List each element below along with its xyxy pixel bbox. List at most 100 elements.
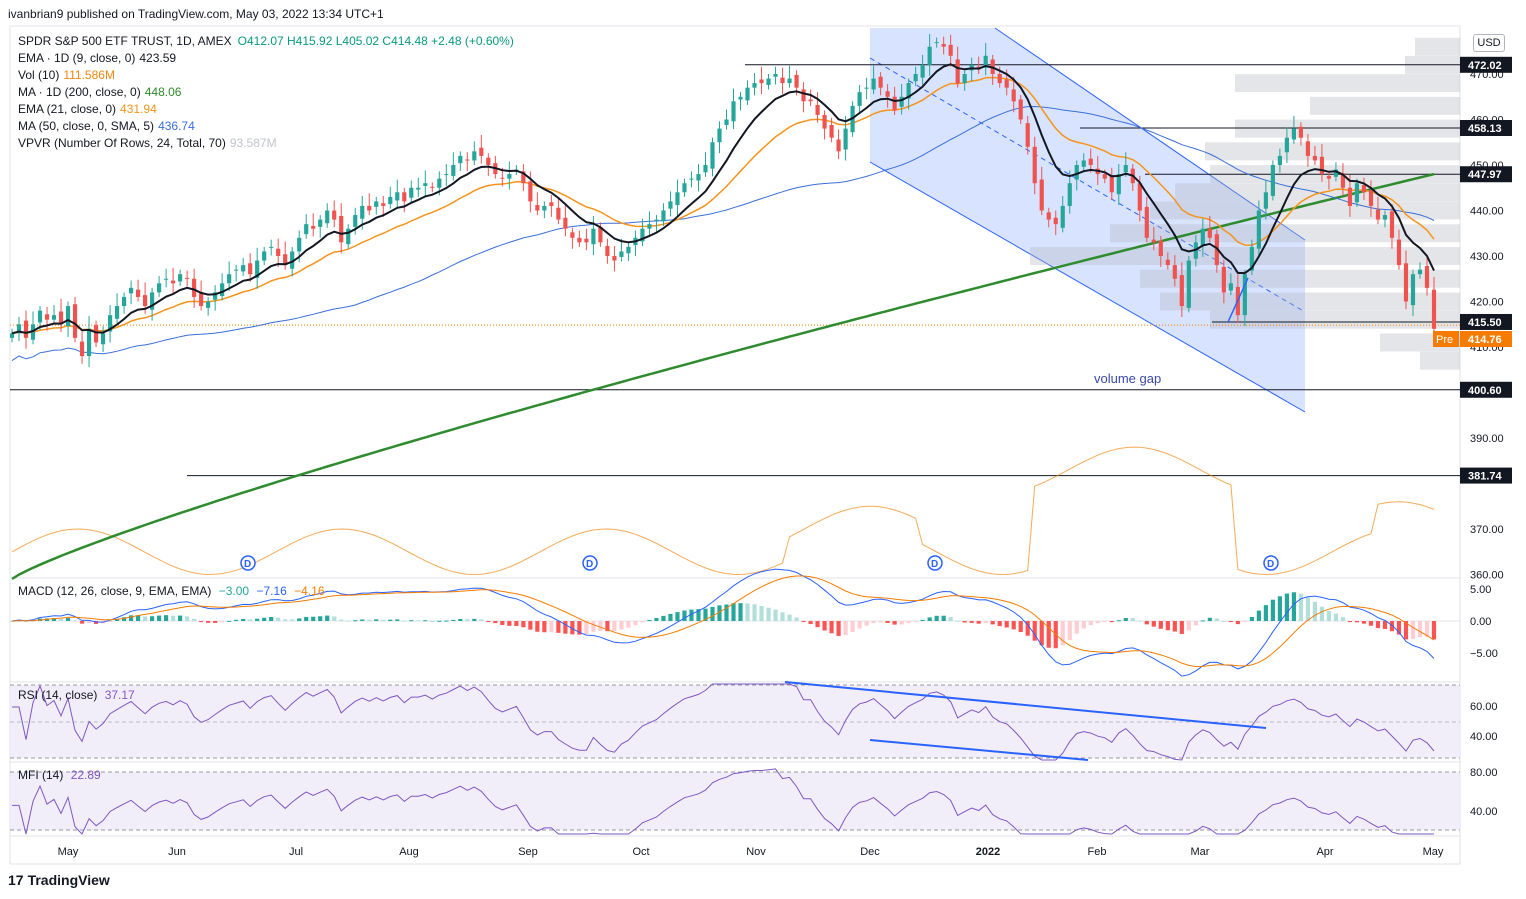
- currency-button[interactable]: USD: [1473, 34, 1505, 52]
- macd-hist-bar: [1046, 621, 1051, 648]
- candle-body: [745, 87, 750, 101]
- macd-hist-bar: [1011, 621, 1016, 630]
- vpvr-legend-label: VPVR (Number Of Rows, 24, Total, 70): [18, 136, 226, 150]
- candle-body: [1319, 156, 1325, 175]
- candle-body: [1039, 179, 1044, 211]
- candle-body: [1326, 175, 1332, 179]
- volume-gap-annotation: volume gap: [1094, 371, 1161, 386]
- tradingview-logo[interactable]: 17 TradingView: [8, 872, 110, 888]
- vpvr-row: [1210, 310, 1460, 329]
- indicator-tick-label: 40.00: [1470, 731, 1498, 743]
- tradingview-logo-icon: 17: [8, 872, 24, 888]
- ema9-legend-label: EMA · 1D (9, close, 0): [18, 51, 136, 65]
- candle-body: [1277, 155, 1282, 165]
- candle-body: [1431, 289, 1437, 329]
- vol-legend[interactable]: Vol (10) 111.586M: [18, 67, 514, 84]
- vpvr-legend[interactable]: VPVR (Number Of Rows, 24, Total, 70) 93.5…: [18, 135, 514, 152]
- candle-body: [906, 83, 911, 99]
- time-axis[interactable]: May Jun Jul Aug Sep Oct Nov Dec 2022 Feb Mar Apr May: [58, 846, 1444, 858]
- main-legend: SPDR S&P 500 ETF TRUST, 1D, AMEX O412.07 …: [18, 33, 514, 152]
- macd-hist-bar: [1109, 621, 1114, 623]
- macd-hist-bar: [269, 616, 274, 621]
- macd-hist-bar: [962, 621, 967, 623]
- macd-hist-bar: [878, 621, 883, 623]
- symbol-line[interactable]: SPDR S&P 500 ETF TRUST, 1D, AMEX O412.07 …: [18, 33, 514, 50]
- macd-hist-bar: [1235, 621, 1240, 625]
- candle-body: [1396, 239, 1402, 266]
- candle-body: [1361, 185, 1367, 193]
- macd-hist-bar: [171, 615, 176, 621]
- candle-body: [325, 210, 330, 224]
- ma200-legend-value: 448.06: [144, 85, 182, 99]
- vol-legend-value: 111.586M: [63, 68, 115, 82]
- candle-body: [955, 59, 960, 84]
- candle-body: [1165, 259, 1170, 266]
- candle-body: [801, 89, 806, 102]
- macd-hist-bar: [178, 615, 183, 621]
- candle-body: [1074, 165, 1079, 180]
- candle-body: [374, 201, 379, 207]
- mfi-legend[interactable]: MFI (14) 22.89: [18, 767, 101, 784]
- dividend-marker: [927, 555, 943, 571]
- candle-body: [696, 174, 701, 181]
- macd-hist-bar: [395, 619, 400, 621]
- candle-body: [1291, 128, 1296, 140]
- macd-hist-bar: [857, 621, 862, 629]
- ema9-legend[interactable]: EMA · 1D (9, close, 0) 423.59: [18, 50, 514, 67]
- macd-hist-bar: [661, 615, 666, 621]
- macd-hist-bar: [997, 621, 1002, 627]
- vpvr-row: [1110, 224, 1460, 243]
- candle-body: [465, 159, 470, 161]
- vpvr-row: [1150, 201, 1460, 220]
- ma50-legend[interactable]: MA (50, close, 0, SMA, 5) 436.74: [18, 118, 514, 135]
- candle-body: [941, 43, 946, 47]
- candle-body: [192, 278, 197, 297]
- macd-hist-bar: [647, 619, 652, 621]
- macd-hist-bar: [381, 619, 386, 621]
- rsi-legend[interactable]: RSI (14, close) 37.17: [18, 687, 135, 704]
- macd-hist-bar: [135, 615, 141, 621]
- macd-hist-bar: [213, 621, 218, 623]
- macd-hist-bar: [598, 621, 603, 631]
- candle-body: [570, 232, 575, 238]
- macd-hist-bar: [1172, 621, 1177, 632]
- candle-body: [458, 155, 463, 164]
- pre-badge: [1433, 331, 1459, 347]
- macd-hist-bar: [402, 620, 407, 622]
- price-tick-label: 390.00: [1470, 433, 1504, 445]
- ma200-legend[interactable]: MA · 1D (200, close, 0) 448.06: [18, 84, 514, 101]
- macd-hist-bar: [465, 619, 470, 621]
- macd-hist-bar: [157, 615, 162, 621]
- candle-body: [626, 246, 631, 254]
- macd-hist-bar: [969, 621, 974, 623]
- candle-body: [1081, 160, 1086, 167]
- macd-hist-bar: [206, 621, 211, 623]
- macd-hist-bar: [262, 617, 267, 621]
- candle-body: [871, 78, 876, 90]
- macd-hist-bar: [633, 621, 638, 626]
- candle-body: [1046, 212, 1051, 220]
- candle-body: [780, 77, 785, 84]
- macd-hist-bar: [1039, 621, 1044, 646]
- macd-hist-bar: [185, 616, 190, 621]
- candle-body: [717, 128, 722, 143]
- candle-body: [948, 44, 953, 56]
- indicator-axes: 5.00 0.00 −5.00 60.00 40.00 80.00 40.00: [1470, 584, 1498, 818]
- macd-hist-bar: [276, 617, 281, 621]
- candle-body: [1284, 137, 1289, 153]
- macd-hist-bar: [1144, 621, 1149, 625]
- macd-hist-bar: [58, 618, 64, 621]
- rsi-legend-value: 37.17: [104, 688, 135, 702]
- candle-body: [1270, 165, 1275, 196]
- ohlc-values: O412.07 H415.92 L405.02 C414.48 +2.48 (+…: [237, 34, 514, 48]
- level-badge-text: 415.50: [1468, 317, 1502, 329]
- ema21-legend[interactable]: EMA (21, close, 0) 431.94: [18, 101, 514, 118]
- macd-hist-bar: [1102, 621, 1107, 622]
- candle-body: [1158, 240, 1163, 256]
- candle-body: [79, 341, 85, 357]
- macd-hist-bar: [1361, 621, 1367, 624]
- macd-legend[interactable]: MACD (12, 26, close, 9, EMA, EMA) −3.00 …: [18, 583, 325, 600]
- candle-body: [332, 210, 337, 220]
